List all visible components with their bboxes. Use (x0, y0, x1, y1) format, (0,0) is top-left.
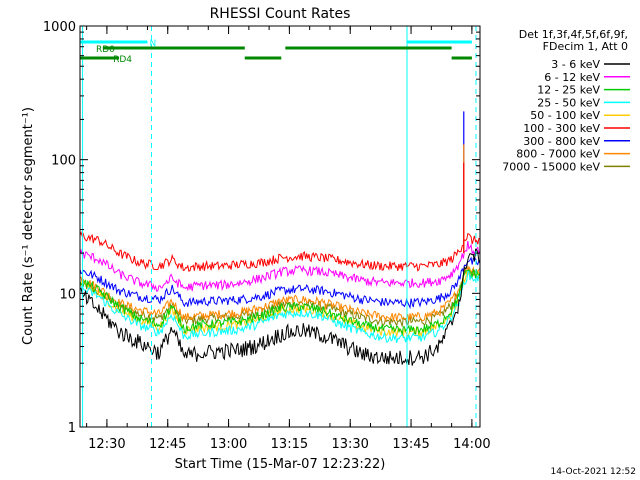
x-tick-label: 13:45 (392, 437, 429, 452)
y-tick-label: 1 (68, 421, 76, 436)
x-tick-label: 12:45 (149, 437, 186, 452)
x-tick-label: 13:15 (271, 437, 308, 452)
y-tick-label: 10 (59, 287, 76, 302)
y-axis: 1 10 100 1000 (43, 20, 480, 436)
legend-label: 100 - 300 keV (523, 122, 600, 135)
legend: Det 1f,3f,4f,5f,6f,9f,FDecim 1, Att 0 3 -… (502, 28, 630, 173)
y-tick-label: 100 (51, 154, 76, 169)
y-axis-label-text: Count Rate (s⁻¹ detector segment⁻¹) (21, 107, 36, 345)
legend-header: FDecim 1, Att 0 (543, 40, 628, 53)
legend-label: 25 - 50 keV (537, 96, 600, 109)
series-line-3 (79, 269, 481, 344)
date-stamp: 14-Oct-2021 12:52 (551, 467, 636, 477)
y-tick-label: 1000 (43, 20, 76, 35)
legend-header: Det 1f,3f,4f,5f,6f,9f, (519, 28, 628, 41)
chart-title: RHESSI Count Rates (210, 6, 351, 22)
legend-label: 50 - 100 keV (530, 109, 600, 122)
legend-label: 12 - 25 keV (537, 84, 600, 97)
state-label-n: N (149, 39, 156, 49)
plot-frame (79, 25, 481, 428)
series-line-2 (79, 268, 481, 335)
legend-label: 800 - 7000 keV (516, 148, 600, 161)
series-line-5 (79, 230, 481, 272)
x-axis-label: Start Time (15-Mar-07 12:23:22) (175, 457, 386, 472)
x-tick-label: 13:00 (210, 437, 247, 452)
legend-label: 6 - 12 keV (544, 71, 600, 84)
series-line-7 (79, 265, 481, 323)
x-axis: 12:30 12:45 13:00 13:15 13:30 13:45 14:00 (86, 26, 491, 452)
x-tick-label: 13:30 (331, 437, 368, 452)
series-line-6 (79, 256, 481, 310)
state-label-rd4: RD4 (113, 55, 132, 65)
state-label-rd0: RD0 (96, 45, 115, 55)
y-axis-label: Count Rate (s⁻¹ detector segment⁻¹) (21, 107, 36, 345)
series-line-1 (79, 240, 481, 292)
x-tick-label: 12:30 (88, 437, 125, 452)
legend-label: 300 - 800 keV (523, 135, 600, 148)
x-tick-label: 14:00 (453, 437, 490, 452)
legend-label: 3 - 6 keV (551, 58, 600, 71)
legend-label: 7000 - 15000 keV (502, 160, 600, 173)
series-line-0 (80, 248, 481, 366)
